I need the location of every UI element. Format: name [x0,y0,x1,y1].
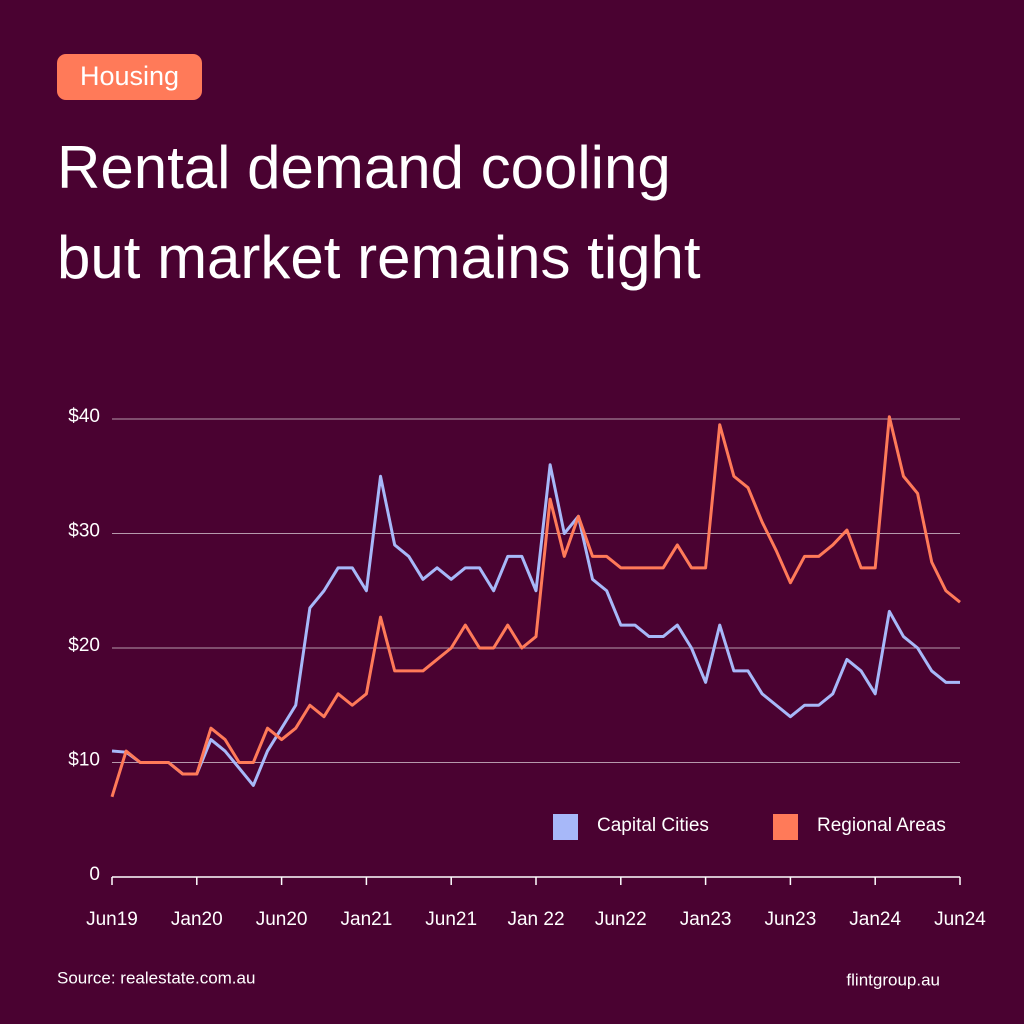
x-tick-label: Jan20 [171,909,223,930]
x-tick-label: Jan23 [680,909,732,930]
chart-title: Rental demand cooling [57,134,671,201]
y-tick-label: $30 [68,521,100,542]
legend-label: Regional Areas [817,815,946,836]
x-tick-label: Jan 22 [507,909,564,930]
y-tick-label: 0 [89,864,100,885]
x-tick-label: Jun23 [765,909,817,930]
y-tick-label: $10 [68,750,100,771]
legend-swatch [773,814,798,840]
x-tick-label: Jun20 [256,909,308,930]
tag-badge [57,54,202,100]
x-tick-label: Jun21 [425,909,477,930]
series-line [111,463,960,787]
chart-title: but market remains tight [57,224,701,291]
legend-label: Capital Cities [597,815,709,836]
x-tick-label: Jan24 [849,909,901,930]
source: Source: realestate.com.au [57,968,255,987]
legend-swatch [553,814,578,840]
series-line [110,415,961,798]
x-tick-label: Jun19 [86,909,138,930]
brand: flintgroup.au [846,970,940,989]
y-tick-label: $40 [68,406,100,427]
y-tick-label: $20 [68,635,100,656]
x-tick-label: Jan21 [341,909,393,930]
tag-label: Housing [80,61,179,91]
x-tick-label: Jun24 [934,909,986,930]
x-tick-label: Jun22 [595,909,647,930]
